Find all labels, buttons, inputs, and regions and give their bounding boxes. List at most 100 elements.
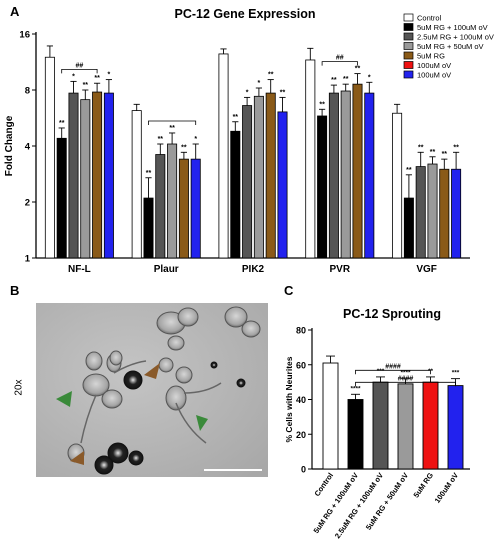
significance-label: ** <box>418 144 424 151</box>
y-axis-label: Fold Change <box>4 115 15 176</box>
bar <box>427 163 438 259</box>
significance-label: ** <box>355 66 361 73</box>
significance-label: ** <box>94 75 100 82</box>
significance-label: ** <box>319 101 325 108</box>
significance-label: * <box>368 74 371 81</box>
bar <box>439 168 450 259</box>
bar <box>415 166 426 259</box>
significance-label: * <box>72 73 75 80</box>
significance-bracket <box>321 61 358 66</box>
bar <box>56 137 67 259</box>
legend-swatch <box>403 13 414 22</box>
significance-label: ** <box>146 170 152 177</box>
significance-label: * <box>258 80 261 87</box>
significance-label: *** <box>377 368 385 375</box>
y-tick-label: 1 <box>25 254 31 265</box>
bar <box>397 383 414 470</box>
legend-label: Control <box>417 14 442 23</box>
significance-label: ** <box>83 82 89 89</box>
x-tick-label: 5uM RG <box>412 471 436 500</box>
y-tick-label: 80 <box>296 326 306 336</box>
x-tick-label: 5uM RG + 100uM oV <box>312 471 361 535</box>
significance-bracket <box>355 381 456 387</box>
y-tick-label: 16 <box>19 30 30 41</box>
neurite-processes <box>80 360 222 444</box>
bar <box>422 381 439 470</box>
y-tick-label: 20 <box>296 430 306 440</box>
significance-label: ** <box>331 77 337 84</box>
y-tick-label: 4 <box>25 142 31 153</box>
legend-swatch <box>403 23 414 31</box>
legend-swatch <box>403 42 414 50</box>
bracket-label: #### <box>398 375 414 382</box>
rounded-cells <box>94 361 246 475</box>
bar <box>451 168 462 259</box>
panel-letter-c: C <box>284 283 294 298</box>
bracket-label: #### <box>385 363 401 370</box>
bar <box>92 91 103 259</box>
significance-label: ** <box>233 114 239 121</box>
legend-label: 5uM RG <box>417 52 445 61</box>
x-tick-label: 5uM RG + 50uM oV <box>364 471 410 532</box>
legend-swatch <box>403 70 414 79</box>
bar <box>167 143 178 259</box>
significance-label: ** <box>268 72 274 79</box>
y-tick-label: 40 <box>296 395 306 405</box>
legend-label: 100uM oV <box>417 61 451 70</box>
bar <box>392 112 403 259</box>
legend-label: 5uM RG + 100uM oV <box>417 23 488 32</box>
legend-label: 100uM oV <box>417 71 451 80</box>
x-tick-label: PIK2 <box>242 264 265 275</box>
bar <box>317 115 328 259</box>
chart-title: PC-12 Gene Expression <box>174 7 315 21</box>
bracket-label: ## <box>336 55 344 62</box>
legend-swatch <box>403 61 414 69</box>
significance-label: ** <box>158 136 164 143</box>
significance-label: * <box>108 72 111 79</box>
bar <box>143 197 154 259</box>
bar <box>253 95 264 259</box>
significance-label: ** <box>453 144 459 151</box>
bar <box>131 110 142 259</box>
bar <box>328 92 339 259</box>
significance-label: ** <box>169 125 175 132</box>
legend-swatch <box>403 32 414 41</box>
x-tick-label: Control <box>312 471 335 498</box>
bar <box>265 92 276 259</box>
y-tick-label: 2 <box>25 198 30 209</box>
bar <box>68 92 79 259</box>
significance-label: ** <box>442 151 448 158</box>
significance-bracket <box>61 68 98 74</box>
legend-label: 5uM RG + 50uM oV <box>417 42 484 51</box>
micrograph-image <box>36 303 268 477</box>
bar <box>277 111 288 259</box>
significance-label: ** <box>59 120 65 127</box>
x-tick-label: Plaur <box>154 264 179 275</box>
significance-label: ** <box>430 149 436 156</box>
significance-label: * <box>194 136 197 143</box>
x-tick-label: NF-L <box>68 264 91 275</box>
bar <box>347 399 364 470</box>
y-tick-label: 60 <box>296 360 306 370</box>
bracket-label: ## <box>76 62 84 69</box>
legend-swatch <box>403 51 414 60</box>
significance-bracket <box>148 120 197 125</box>
significance-label: ** <box>428 368 434 375</box>
arrowhead-brown-icon <box>70 363 160 465</box>
bar <box>230 130 241 259</box>
arrowhead-green-icon <box>56 391 208 431</box>
significance-label: ** <box>343 76 349 83</box>
bar <box>178 158 189 259</box>
significance-bracket <box>355 369 431 375</box>
x-tick-label: 100uM oV <box>433 471 460 505</box>
x-tick-label: PVR <box>330 264 351 275</box>
bar <box>80 99 91 259</box>
micrograph-panel <box>36 303 268 477</box>
bar <box>372 381 389 470</box>
bar <box>305 59 316 259</box>
x-tick-label: 2.5uM RG + 100uM oV <box>333 471 385 540</box>
bar <box>218 53 229 259</box>
significance-label: ** <box>280 89 286 96</box>
y-tick-label: 8 <box>25 86 30 97</box>
scale-bar <box>204 469 262 471</box>
